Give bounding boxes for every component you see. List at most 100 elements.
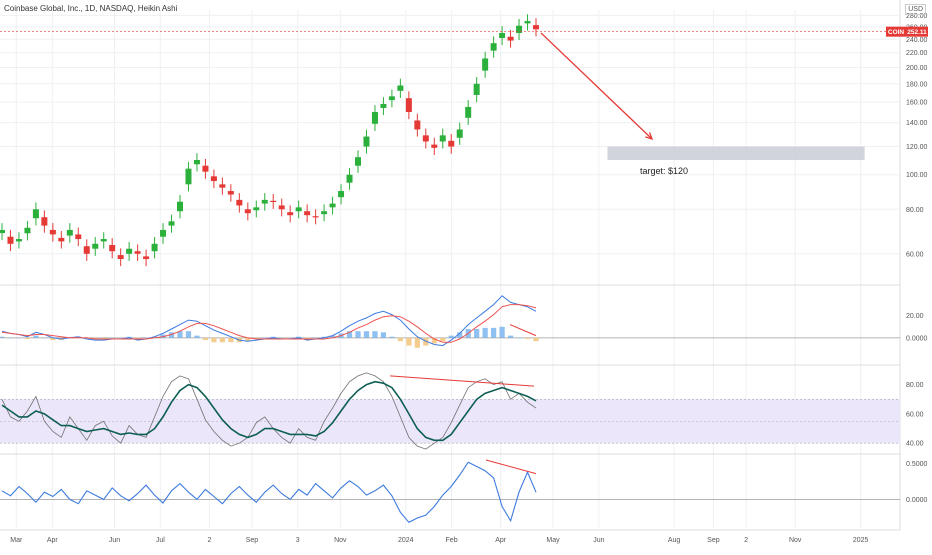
macd-histogram-bar: [397, 337, 403, 342]
rsi-tick-label: 40.00: [906, 441, 924, 448]
macd-histogram-bar: [143, 337, 149, 339]
macd-histogram-bar: [482, 327, 488, 338]
macd-histogram-bar: [516, 337, 522, 339]
macd-tick-label: 20.00: [906, 313, 924, 320]
macd-histogram-bar: [431, 337, 437, 344]
macd-histogram-bar: [202, 337, 209, 341]
macd-histogram-bar: [389, 336, 395, 338]
macd-histogram-bar: [499, 326, 505, 338]
symbol-badge-label: COIN: [888, 29, 905, 36]
macd-histogram-bar: [151, 336, 158, 338]
macd-histogram-bar: [118, 337, 124, 339]
candle-body: [168, 221, 175, 226]
candle-body: [185, 168, 192, 185]
candle-body: [160, 229, 167, 237]
x-tick-label: 2: [207, 537, 211, 544]
macd-histogram-bar: [296, 336, 302, 338]
candle-body: [83, 246, 90, 254]
price-tick-label: 280.00: [906, 13, 928, 20]
candle-body: [499, 32, 506, 38]
macd-histogram-bar: [41, 337, 47, 339]
candle-body: [456, 129, 463, 138]
candle-body: [177, 201, 183, 212]
macd-histogram-bar: [177, 331, 183, 338]
macd-histogram-bar: [168, 332, 175, 338]
candle-body: [253, 207, 260, 211]
x-tick-label: Nov: [789, 537, 802, 544]
candle-body: [482, 58, 489, 71]
currency-label[interactable]: USD: [905, 4, 926, 15]
x-tick-label: Sep: [707, 537, 720, 544]
candle-body: [75, 234, 82, 240]
macd-histogram-bar: [270, 336, 276, 338]
macd-histogram-bar: [279, 337, 285, 339]
macd-histogram-bar: [313, 337, 319, 339]
rsi-fast-line: [1, 372, 537, 450]
macd-histogram-bar: [474, 328, 480, 338]
support-zone: [607, 146, 865, 160]
candle-body: [363, 136, 370, 147]
macd-histogram-bar: [75, 336, 81, 338]
last-price-badge: [906, 26, 928, 37]
macd-histogram-bar: [414, 337, 420, 348]
candle-body: [304, 211, 311, 216]
osc-tick-label: 0.0000: [906, 497, 928, 504]
price-tick-label: 120.00: [906, 144, 928, 151]
candle-body: [312, 216, 319, 218]
macd-histogram-bar: [507, 335, 514, 338]
candle-body: [236, 199, 243, 206]
price-tick-label: 160.00: [906, 100, 928, 107]
macd-histogram-bar: [126, 336, 132, 338]
macd-histogram-bar: [287, 337, 293, 339]
candle-body: [490, 43, 497, 51]
symbol-badge: [886, 26, 906, 37]
macd-histogram-bar: [24, 337, 31, 339]
target-annotation: target: $120: [640, 166, 688, 176]
last-price-label: 252.11: [907, 29, 927, 36]
target-arrow: [540, 32, 653, 140]
macd-histogram-bar: [33, 335, 39, 338]
candle-body: [270, 200, 277, 203]
x-tick-label: May: [546, 537, 560, 544]
macd-histogram-bar: [84, 337, 90, 339]
candle-body: [66, 229, 73, 236]
candle-body: [100, 239, 107, 242]
price-tick-label: 80.00: [906, 207, 924, 214]
candle-body: [524, 21, 531, 24]
osc-tick-label: 0.5000: [906, 461, 928, 468]
macd-histogram-bar: [406, 337, 412, 346]
candle-body: [219, 184, 226, 188]
macd-histogram-bar: [228, 337, 234, 343]
candle-body: [431, 144, 438, 148]
macd-histogram-bar: [101, 337, 107, 339]
price-tick-label: 180.00: [906, 81, 928, 88]
candle-body: [117, 255, 124, 260]
price-tick-label: 100.00: [906, 172, 928, 179]
x-tick-label: 2: [744, 537, 748, 544]
candle-body: [261, 199, 268, 204]
macd-histogram-bar: [16, 337, 22, 339]
macd-histogram-bar: [346, 331, 353, 338]
candle-body: [92, 243, 99, 249]
candle-body: [371, 112, 378, 124]
candle-body: [380, 103, 387, 108]
macd-histogram-bar: [304, 337, 310, 339]
osc-divergence-arrow: [485, 459, 537, 475]
macd-histogram-bar: [211, 337, 217, 343]
candle-body: [473, 83, 480, 95]
macd-histogram-bar: [448, 335, 454, 338]
x-tick-label: Mar: [10, 537, 23, 544]
x-tick-label: Jul: [156, 537, 165, 544]
price-tick-label: 240.00: [906, 37, 928, 44]
candle-body: [244, 209, 251, 214]
macd-histogram-bar: [262, 337, 268, 339]
candle-body: [193, 159, 200, 165]
macd-histogram-bar: [363, 331, 370, 338]
candle-body: [15, 239, 22, 242]
candle-body: [516, 25, 523, 33]
macd-histogram-bar: [7, 337, 14, 339]
macd-histogram-bar: [109, 337, 115, 339]
macd-histogram-bar: [457, 332, 463, 338]
x-tick-label: 2025: [853, 537, 869, 544]
